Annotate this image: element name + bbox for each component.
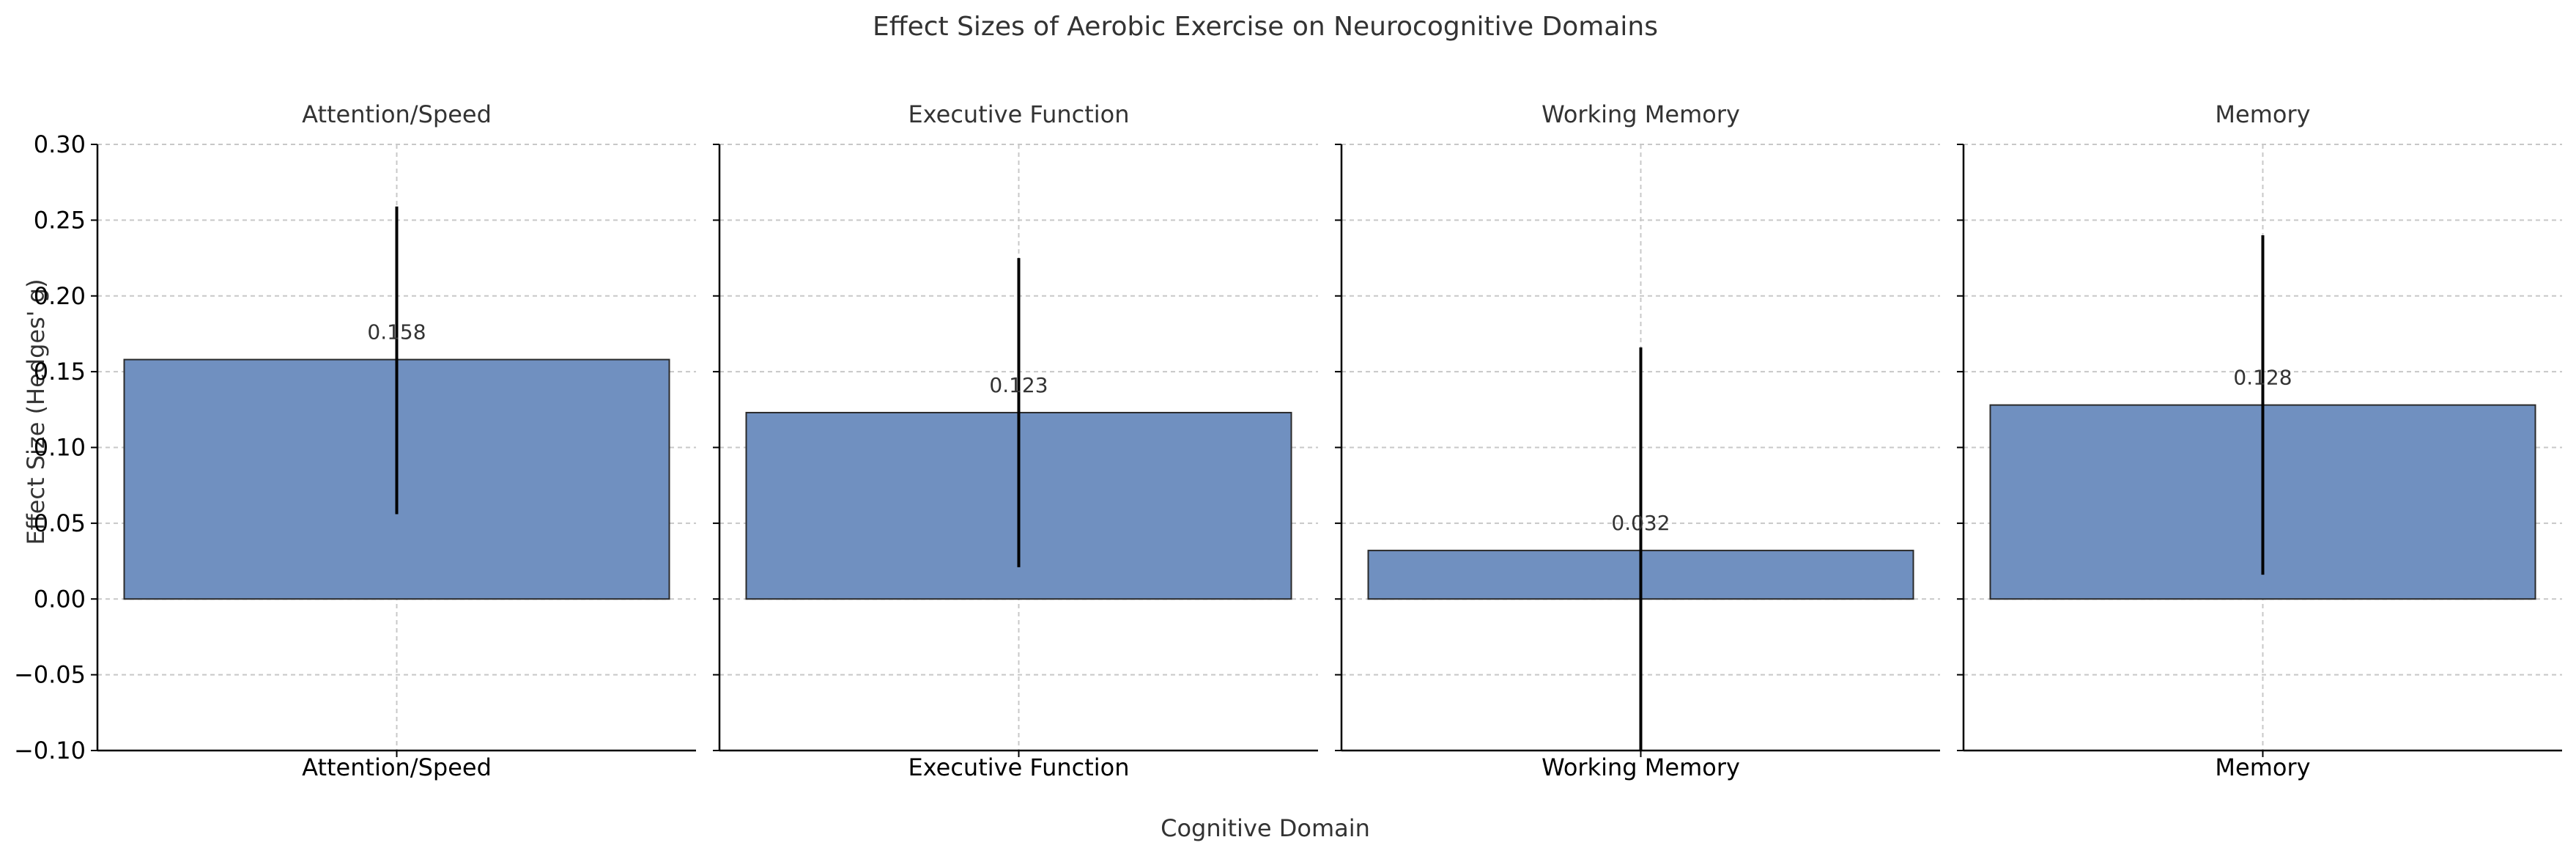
panel-2: 0.123 Executive Function Executive Functio… (713, 100, 1318, 781)
y-tick-label: 0.30 (34, 130, 86, 158)
panels: 0.158 Attention/Speed Attention/Speed −0.10… (14, 100, 2562, 781)
value-label: 0.158 (367, 320, 426, 344)
y-axis-label: Effect Size (Hedges' g) (22, 279, 50, 545)
x-tick-label: Working Memory (1541, 753, 1740, 781)
y-tick-label: 0.15 (34, 358, 86, 386)
value-label: 0.123 (989, 373, 1048, 397)
y-tick-label: 0.20 (34, 282, 86, 310)
value-label: 0.032 (1611, 511, 1670, 535)
panel-title: Working Memory (1541, 100, 1740, 128)
panel-4: 0.128 Memory Memory (1957, 100, 2562, 781)
x-tick-label: Memory (2215, 753, 2310, 781)
y-tick-label: −0.05 (14, 661, 86, 689)
panel-title: Executive Function (908, 100, 1129, 128)
panel-1: 0.158 Attention/Speed Attention/Speed −0.10… (14, 100, 696, 781)
panel-title: Attention/Speed (302, 100, 492, 128)
y-tick-label: 0.05 (34, 509, 86, 537)
y-tick-label: 0.00 (34, 585, 86, 613)
x-tick-label: Executive Function (908, 753, 1129, 781)
value-label: 0.128 (2233, 366, 2292, 390)
panel-3: 0.032 Working Memory Working Memory (1335, 100, 1940, 781)
y-tick-label: 0.25 (34, 206, 86, 234)
x-tick-label: Attention/Speed (302, 753, 492, 781)
y-tick-label: −0.10 (14, 737, 86, 764)
x-axis-label: Cognitive Domain (1161, 814, 1370, 842)
y-tick-label: 0.10 (34, 434, 86, 462)
panel-title: Memory (2215, 100, 2310, 128)
chart-title: Effect Sizes of Aerobic Exercise on Neur… (873, 12, 1658, 42)
